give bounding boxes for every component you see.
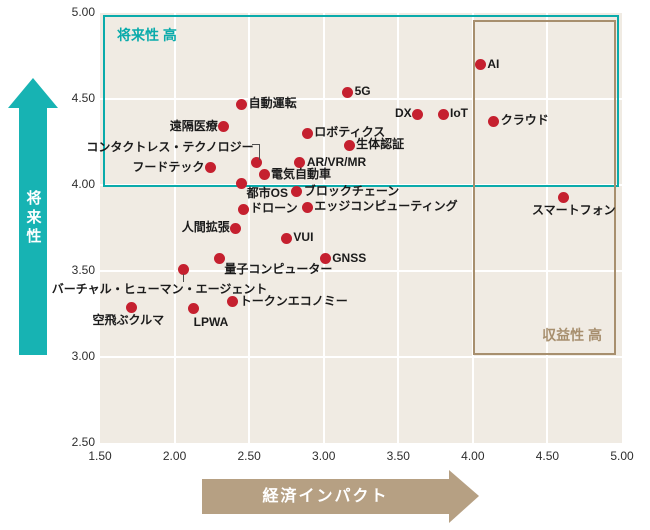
gridline-horizontal bbox=[100, 270, 622, 272]
point-label: LPWA bbox=[193, 314, 229, 329]
data-point bbox=[236, 98, 248, 110]
point-label: 量子コンピューター bbox=[224, 261, 333, 276]
data-point bbox=[437, 108, 449, 120]
x-tick-label: 2.50 bbox=[237, 449, 261, 463]
gridline-vertical bbox=[173, 13, 176, 443]
data-point bbox=[291, 186, 303, 198]
quadrant-label-future-high: 将来性 高 bbox=[116, 26, 177, 43]
point-label: 人間拡張 bbox=[181, 220, 230, 234]
data-point bbox=[474, 59, 486, 71]
x-tick-label: 1.50 bbox=[88, 449, 112, 463]
quadrant-box-profit-high: 収益性 高 bbox=[472, 19, 617, 356]
point-label: AR/VR/MR bbox=[306, 154, 367, 169]
data-point bbox=[258, 169, 270, 181]
quadrant-label-profit-high: 収益性 高 bbox=[542, 327, 603, 344]
gridline-vertical bbox=[248, 13, 251, 443]
point-label: 自動運転 bbox=[248, 96, 297, 111]
point-label: AI bbox=[487, 56, 500, 71]
point-label: VUI bbox=[293, 230, 314, 245]
x-axis-label: 経済インパクト bbox=[262, 488, 389, 505]
point-label: 空飛ぶクルマ bbox=[92, 313, 165, 328]
data-point bbox=[342, 86, 354, 98]
data-point bbox=[213, 253, 225, 265]
data-point bbox=[412, 108, 424, 120]
label-connector-elbow bbox=[251, 143, 260, 160]
x-tick-label: 2.00 bbox=[162, 449, 187, 463]
data-point bbox=[227, 296, 239, 308]
y-axis-arrow: 将来性 bbox=[8, 78, 58, 355]
gridline-vertical bbox=[322, 13, 325, 443]
y-axis-arrow-head-icon bbox=[8, 78, 58, 108]
data-point bbox=[251, 157, 263, 169]
y-tick-label: 4.00 bbox=[71, 177, 95, 191]
data-point bbox=[319, 253, 331, 265]
point-label: エッジコンピューティング bbox=[314, 199, 458, 214]
gridline-horizontal bbox=[100, 356, 622, 358]
data-point bbox=[125, 301, 137, 313]
quadrant-box-future-high: 将来性 高 bbox=[102, 14, 619, 187]
point-label: 5G bbox=[354, 84, 371, 99]
x-tick-label: 3.00 bbox=[312, 449, 336, 463]
data-point bbox=[280, 232, 292, 244]
y-tick-label: 5.00 bbox=[71, 5, 95, 19]
data-point bbox=[237, 203, 249, 215]
data-point bbox=[301, 127, 313, 139]
x-tick-label: 4.50 bbox=[535, 449, 560, 463]
point-label: IoT bbox=[450, 106, 469, 121]
x-tick-label: 3.50 bbox=[386, 449, 410, 463]
point-label: 電気自動車 bbox=[271, 166, 332, 181]
gridline-vertical bbox=[546, 13, 549, 443]
label-connector-down bbox=[182, 274, 184, 283]
y-tick-label: 4.50 bbox=[71, 91, 95, 105]
point-label: ブロックチェーン bbox=[303, 183, 400, 198]
y-axis-label: 将来性 bbox=[24, 190, 42, 247]
data-point bbox=[178, 263, 190, 275]
y-tick-label: 3.00 bbox=[71, 349, 95, 363]
point-label: DX bbox=[395, 106, 412, 121]
point-label: フードテック bbox=[132, 159, 205, 174]
data-point bbox=[343, 139, 355, 151]
point-label: 遠隔医療 bbox=[169, 118, 218, 133]
data-point bbox=[488, 115, 500, 127]
x-tick-label: 5.00 bbox=[610, 449, 634, 463]
data-point bbox=[558, 191, 570, 203]
point-label: ドローン bbox=[250, 201, 298, 216]
x-axis-arrow: 経済インパクト bbox=[202, 470, 479, 523]
data-point bbox=[236, 177, 248, 189]
point-label: ロボティクス bbox=[314, 125, 386, 140]
point-label: トークンエコノミー bbox=[239, 293, 348, 308]
x-axis-arrow-head-icon bbox=[449, 470, 479, 523]
point-label: GNSS bbox=[332, 250, 367, 265]
data-point bbox=[230, 222, 242, 234]
data-point bbox=[294, 157, 306, 169]
point-label: スマートフォン bbox=[532, 203, 616, 218]
gridline-horizontal bbox=[100, 98, 622, 100]
x-tick-label: 4.00 bbox=[461, 449, 485, 463]
point-label: コンタクトレス・テクノロジー bbox=[86, 139, 254, 154]
point-label: クラウド bbox=[500, 113, 549, 128]
y-axis-arrow-shaft bbox=[19, 108, 47, 355]
gridline-vertical bbox=[397, 13, 400, 443]
point-label: バーチャル・ヒューマン・エージェント bbox=[51, 282, 268, 297]
data-point bbox=[301, 201, 313, 213]
plot-area: 将来性 高収益性 高 AI 5G 自動運転 DX IoT クラウド 遠隔医療 ロボティクス 生体認… bbox=[52, 13, 622, 443]
x-axis-arrow-shaft bbox=[202, 479, 449, 514]
y-tick-label: 3.50 bbox=[71, 263, 95, 277]
data-point bbox=[218, 121, 230, 133]
data-point bbox=[188, 303, 200, 315]
y-tick-label: 2.50 bbox=[71, 435, 95, 449]
point-label: 都市OS bbox=[246, 186, 289, 201]
data-point bbox=[204, 162, 216, 174]
point-label: 生体認証 bbox=[356, 137, 405, 152]
